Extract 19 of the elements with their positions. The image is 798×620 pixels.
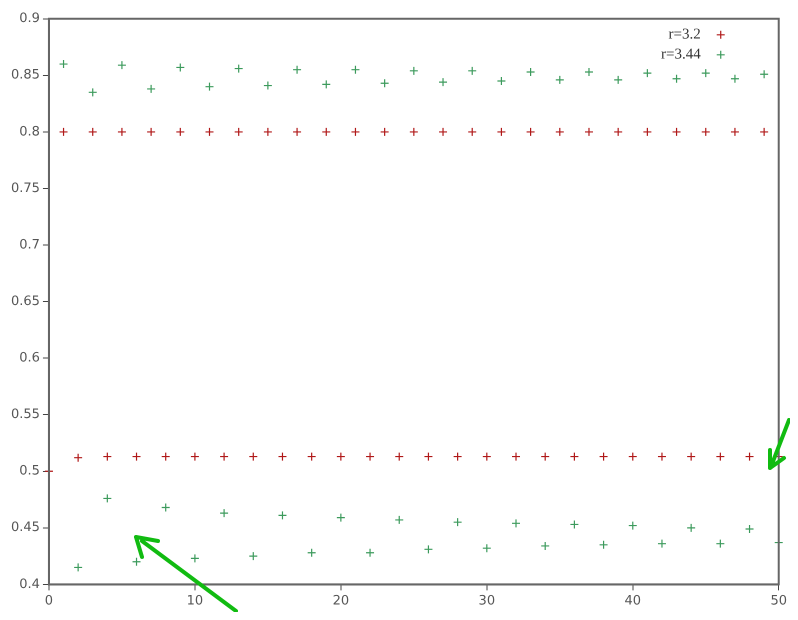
y-tick-label: 0.7 (19, 237, 40, 252)
x-tick-label: 30 (478, 594, 496, 609)
x-tick-label: 10 (186, 594, 204, 609)
y-tick-label: 0.4 (19, 576, 40, 592)
x-tick-label: 20 (332, 594, 350, 609)
x-tick-label: 0 (44, 594, 54, 609)
y-tick-label: 0.9 (19, 11, 40, 26)
legend-label: r=3.2 (668, 26, 701, 43)
y-tick-label: 0.5 (19, 464, 40, 479)
y-tick-label: 0.75 (10, 180, 40, 196)
y-tick-label: 0.8 (19, 124, 40, 140)
x-tick-label: 40 (624, 594, 642, 609)
y-tick-label: 0.85 (10, 68, 40, 83)
y-tick-label: 0.55 (10, 407, 40, 422)
legend-label: r=3.44 (661, 46, 702, 63)
x-tick-label: 50 (770, 594, 787, 609)
y-tick-label: 0.6 (19, 350, 40, 366)
y-tick-label: 0.65 (10, 294, 40, 309)
y-tick-label: 0.45 (10, 520, 40, 536)
